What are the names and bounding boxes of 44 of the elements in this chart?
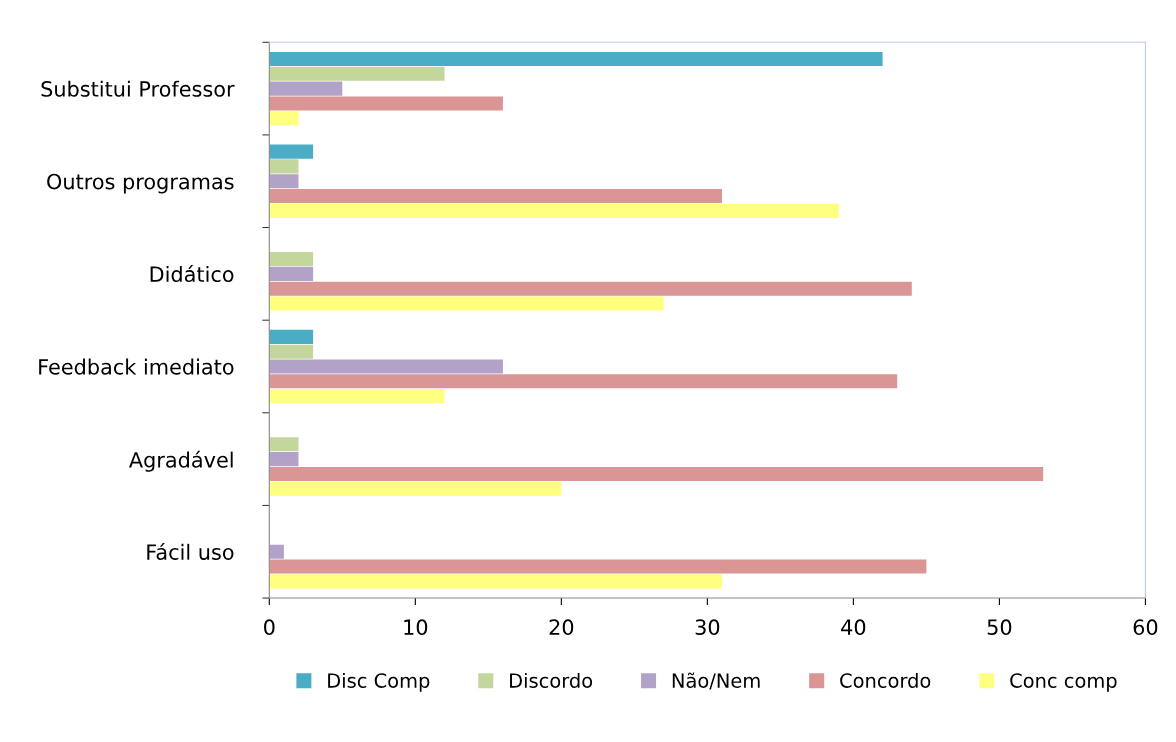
y-tick-label: Didático [150,265,234,283]
legend-label: Disc Comp [328,672,430,692]
bar [269,189,722,204]
bar [269,266,314,281]
bar [269,389,445,404]
bar [269,344,314,359]
x-tick-label: 30 [695,619,720,636]
legend-label: Conc comp [1010,673,1117,692]
bar [269,111,299,126]
bar [269,174,299,189]
y-tick-label: Agradável [129,450,233,472]
x-tick-label: 50 [987,619,1012,636]
bar [269,252,314,267]
bar [269,144,314,159]
bar [269,481,562,496]
y-tick-label: Substitui Professor [41,80,235,97]
x-tick-label: 0 [264,619,275,636]
bar [269,329,314,344]
bar [269,374,898,389]
y-tick-label: Feedback imediato [39,358,234,375]
y-tick-label: Fácil uso [147,542,234,560]
bar [269,437,299,452]
bar [269,574,722,589]
bar [269,159,299,174]
bar [269,81,343,96]
legend-label: Discordo [510,672,593,688]
bar [269,359,503,374]
bar [269,452,299,467]
x-tick-label: 20 [549,619,574,636]
bar [269,96,503,111]
bar [269,296,664,311]
bar [269,559,927,574]
x-tick-label: 10 [404,619,428,636]
bar [269,544,284,559]
legend-label: Concordo [840,672,931,688]
bar [269,203,839,218]
bar [269,466,1044,481]
bar [269,66,445,81]
bar [269,51,883,67]
x-tick-label: 60 [1133,619,1158,636]
x-tick-label: 40 [841,619,866,636]
y-tick-label: Outros programas [47,173,234,194]
legend-label: Não/Nem [672,672,760,690]
bar [269,281,912,296]
